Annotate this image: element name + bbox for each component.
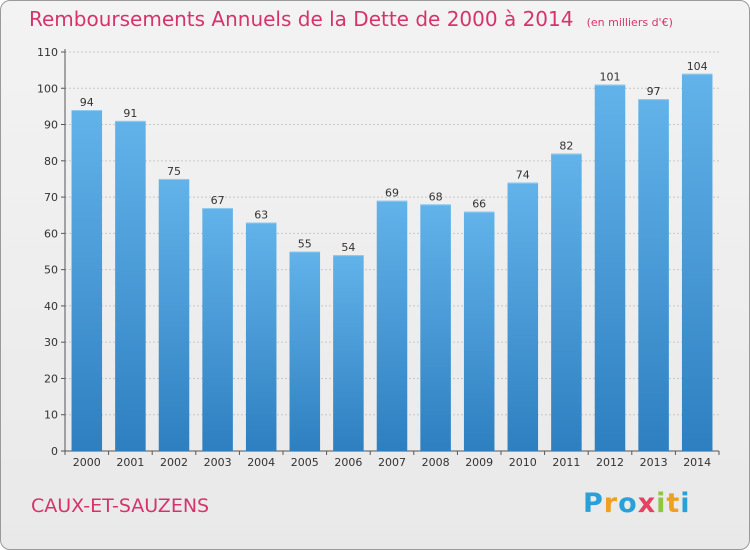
x-tick-label: 2013: [640, 456, 668, 469]
y-tick-label: 100: [37, 82, 58, 95]
bar-value-label: 74: [516, 169, 530, 182]
y-tick-label: 10: [44, 409, 58, 422]
bar-2014: [681, 73, 713, 451]
y-tick-label: 70: [44, 191, 58, 204]
proxiti-logo[interactable]: Proxiti: [583, 488, 691, 519]
bar-value-label: 94: [80, 96, 94, 109]
bar-2011: [551, 153, 582, 451]
logo-letter: i: [656, 488, 667, 519]
bar-value-label: 101: [600, 71, 621, 84]
y-tick-label: 110: [37, 46, 58, 59]
bar-value-label: 68: [429, 190, 443, 203]
bar-value-label: 97: [647, 85, 661, 98]
bar-2004: [245, 222, 277, 451]
x-tick-label: 2002: [160, 456, 188, 469]
bar-value-label: 67: [211, 194, 225, 207]
chart-title-block: Remboursements Annuels de la Dette de 20…: [29, 7, 673, 31]
bar-2002: [158, 178, 190, 452]
bar-value-label: 63: [254, 208, 268, 221]
bar-2013: [638, 99, 669, 452]
x-tick-label: 2010: [509, 456, 537, 469]
bar-2010: [507, 182, 539, 451]
x-tick-label: 2004: [247, 456, 275, 469]
x-tick-label: 2014: [683, 456, 711, 469]
labels: 94 2000 91 2001 75 2002 67 2003 63 2004 55 2005 54 20…: [73, 60, 711, 469]
y-tick-label: 50: [44, 264, 58, 277]
bar-value-label: 104: [687, 60, 708, 73]
bar-value-label: 82: [559, 140, 573, 153]
x-tick-label: 2008: [422, 456, 450, 469]
x-tick-label: 2011: [552, 456, 580, 469]
x-tick-label: 2006: [334, 456, 362, 469]
bar-value-label: 75: [167, 165, 181, 178]
y-tick-label: 60: [44, 227, 58, 240]
y-tick-label: 40: [44, 300, 58, 313]
x-tick-label: 2000: [73, 456, 101, 469]
bar-value-label: 54: [341, 241, 355, 254]
chart-title: Remboursements Annuels de la Dette de 20…: [29, 7, 574, 31]
y-tick-label: 0: [51, 445, 58, 458]
x-tick-label: 2003: [204, 456, 232, 469]
bar-value-label: 66: [472, 198, 486, 211]
logo-letter: o: [618, 488, 638, 519]
x-tick-label: 2009: [465, 456, 493, 469]
bar-2012: [594, 84, 626, 452]
bars: [71, 73, 713, 452]
city-name: CAUX-ET-SAUZENS: [31, 495, 210, 517]
logo-letter: P: [583, 488, 604, 519]
logo-letter: t: [666, 488, 681, 519]
bar-2000: [71, 110, 103, 451]
y-tick-label: 80: [44, 155, 58, 168]
y-tick-label: 90: [44, 119, 58, 132]
bar-2006: [333, 255, 364, 451]
x-tick-label: 2012: [596, 456, 624, 469]
x-tick-label: 2005: [291, 456, 319, 469]
bar-value-label: 55: [298, 238, 312, 251]
bar-2003: [202, 207, 233, 451]
y-tick-label: 20: [44, 372, 58, 385]
bar-2009: [463, 211, 495, 451]
y-tick-label: 30: [44, 336, 58, 349]
bar-value-label: 91: [123, 107, 137, 120]
bar-value-label: 69: [385, 187, 399, 200]
bar-2008: [420, 204, 451, 451]
logo-letter: x: [637, 488, 657, 519]
logo-letter: r: [603, 488, 619, 519]
x-tick-label: 2007: [378, 456, 406, 469]
bar-2005: [289, 251, 321, 451]
x-tick-label: 2001: [116, 456, 144, 469]
logo-letter: i: [680, 488, 691, 519]
bar-2001: [115, 120, 146, 451]
chart-unit: (en milliers d'€): [586, 16, 673, 29]
bar-2007: [376, 200, 408, 451]
